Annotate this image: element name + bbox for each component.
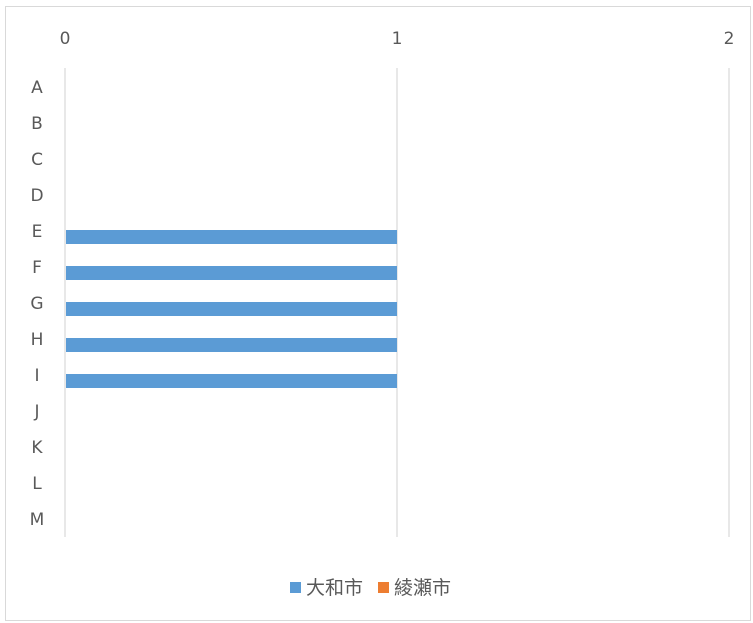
bars <box>66 230 397 388</box>
category-label: D <box>30 186 43 206</box>
x-tick-label: 2 <box>724 29 735 49</box>
category-label: E <box>32 222 43 242</box>
category-label: F <box>32 258 42 278</box>
category-label: I <box>34 366 39 386</box>
legend: 大和市 綾瀬市 <box>290 577 451 599</box>
bar-E-series-0 <box>66 230 397 244</box>
category-label: J <box>33 402 39 422</box>
bar-I-series-0 <box>66 374 397 388</box>
legend-label: 大和市 <box>306 577 363 599</box>
x-tick-label: 1 <box>392 29 403 49</box>
x-axis-ticks: 0 1 2 <box>60 29 735 49</box>
bar-G-series-0 <box>66 302 397 316</box>
legend-swatch <box>290 582 301 593</box>
category-label: H <box>31 330 44 350</box>
category-label: M <box>30 510 45 530</box>
bar-H-series-0 <box>66 338 397 352</box>
legend-label: 綾瀬市 <box>394 577 451 599</box>
bar-F-series-0 <box>66 266 397 280</box>
legend-swatch <box>378 582 389 593</box>
category-label: K <box>31 438 43 458</box>
x-tick-label: 0 <box>60 29 71 49</box>
category-label: C <box>31 150 43 170</box>
category-label: A <box>31 78 43 98</box>
category-label: L <box>32 474 42 494</box>
category-label: G <box>30 294 43 314</box>
category-label: B <box>31 114 43 134</box>
